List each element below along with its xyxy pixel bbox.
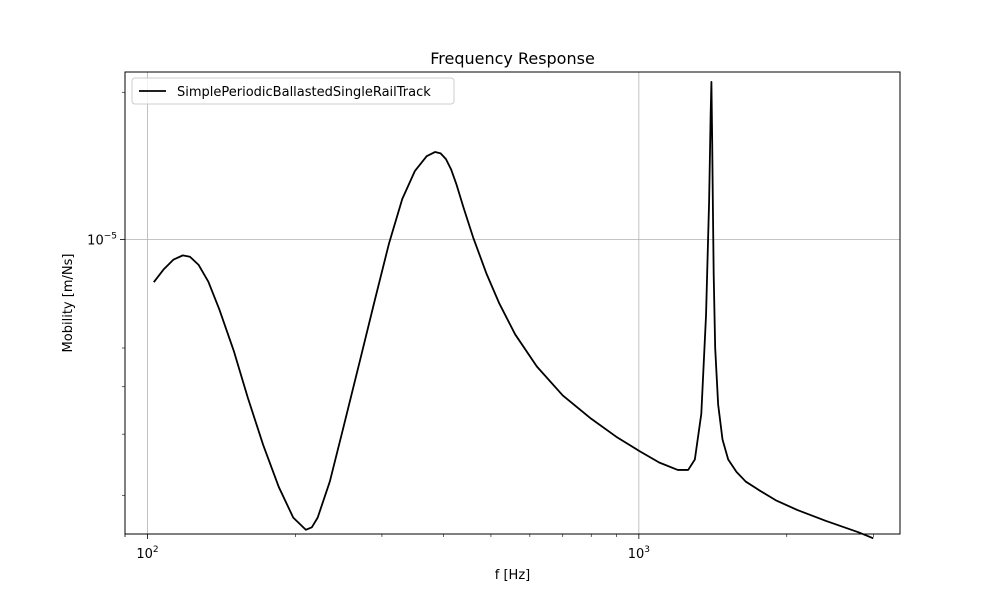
major-ticks (120, 239, 640, 539)
chart-title: Frequency Response (430, 49, 595, 68)
plot-frame (124, 71, 901, 535)
y-tick-label: 10−5 (87, 231, 117, 248)
x-axis-label: f [Hz] (495, 568, 530, 583)
x-tick-label: 103 (628, 545, 650, 562)
legend-box (131, 77, 455, 105)
series-line (153, 80, 874, 540)
series-layer (153, 80, 874, 540)
grid (125, 72, 900, 534)
y-axis-label: Mobility [m/Ns] (61, 254, 76, 353)
x-tick-label: 102 (136, 545, 158, 562)
legend-label: SimplePeriodicBallastedSingleRailTrack (177, 85, 431, 100)
legend: SimplePeriodicBallastedSingleRailTrack (131, 77, 455, 105)
